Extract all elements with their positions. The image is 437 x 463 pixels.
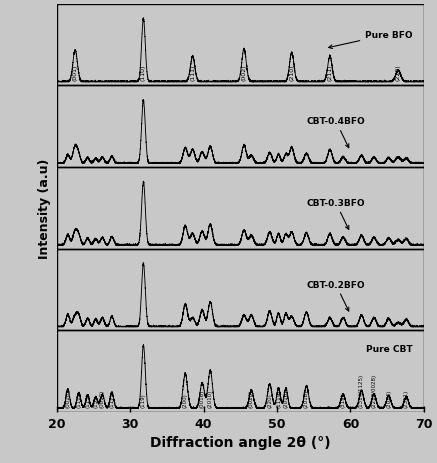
Text: CBT-0.2BFO: CBT-0.2BFO [306, 280, 365, 312]
Bar [57, 5, 424, 86]
Text: (0012): (0012) [100, 389, 105, 407]
Text: (119): (119) [141, 392, 146, 407]
Text: CBT-0.3BFO: CBT-0.3BFO [306, 199, 365, 230]
Text: (110): (110) [141, 65, 146, 81]
Text: CBT-0.4BFO: CBT-0.4BFO [306, 117, 365, 149]
Text: (2218/0028): (2218/0028) [371, 373, 376, 407]
Text: Pure CBT: Pure CBT [366, 345, 413, 354]
Bar [57, 249, 424, 331]
Text: (113): (113) [85, 392, 90, 407]
Text: (200): (200) [183, 392, 188, 407]
Bar [57, 168, 424, 249]
Text: (0010): (0010) [65, 389, 70, 407]
Text: (2024): (2024) [386, 389, 391, 407]
Text: (001): (001) [73, 65, 78, 81]
Text: (210): (210) [289, 65, 294, 81]
Text: (1119): (1119) [276, 389, 281, 407]
Text: (002): (002) [242, 65, 246, 81]
Text: (2311): (2311) [404, 389, 409, 407]
Text: (111): (111) [190, 65, 195, 81]
Text: (2016): (2016) [283, 389, 288, 407]
Text: (2010): (2010) [208, 389, 213, 407]
X-axis label: Diffraction angle 2θ (°): Diffraction angle 2θ (°) [150, 435, 331, 450]
Text: (319): (319) [340, 392, 346, 407]
Text: (220): (220) [395, 64, 401, 81]
Text: Pure BFO: Pure BFO [329, 31, 413, 50]
Text: (111): (111) [76, 392, 81, 407]
Text: (1314/1125): (1314/1125) [359, 373, 364, 407]
Y-axis label: Intensity (a.u): Intensity (a.u) [38, 158, 51, 258]
Text: (220): (220) [267, 392, 272, 407]
Text: (211): (211) [327, 65, 333, 81]
Text: (15): (15) [93, 396, 98, 407]
Bar [57, 331, 424, 412]
Text: (2018): (2018) [304, 389, 309, 407]
Text: (0016): (0016) [200, 389, 205, 407]
Bar [57, 86, 424, 168]
Text: (117): (117) [109, 392, 114, 407]
Text: (0020): (0020) [249, 389, 254, 407]
